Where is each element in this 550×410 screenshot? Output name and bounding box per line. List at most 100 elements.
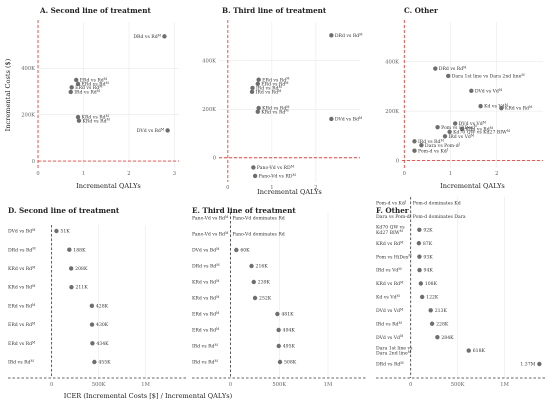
point-label-sup: M <box>505 103 509 107</box>
row-label: IRd vs VdM <box>376 267 402 274</box>
point-label-sup: M <box>278 85 282 89</box>
data-label: KRd vs RdM <box>505 105 533 112</box>
point-label-text: IRd vs Rd <box>418 139 441 145</box>
point-label-text: DVd vs Vd <box>459 121 483 127</box>
data-point <box>478 103 483 109</box>
point-label-text: ERd vs Rd <box>8 322 32 328</box>
row-label: Kd70 QW vs <box>376 225 405 231</box>
point-label-text: KRd vs Rd <box>82 115 106 121</box>
x-tick-label: 1 <box>270 185 273 191</box>
data-point <box>446 73 451 79</box>
point-label-text: IRd vs Rd <box>8 360 31 366</box>
point-label-sup: M <box>216 279 220 283</box>
icer-point <box>249 263 254 269</box>
point-label-sup: M <box>499 88 503 92</box>
point-label-sup: M <box>225 231 229 235</box>
point-label-text: Dara vs Pom-d <box>425 143 459 149</box>
data-label: Kd70 QW vs Kd27 BIWM <box>453 129 511 136</box>
row-label: KRd vs RdM <box>376 281 404 288</box>
panel-e-icer: E. Third line of treatment 0 500K 1M Pano-Vd… <box>192 206 367 388</box>
data-label: IRd vs VdM <box>448 133 474 140</box>
data-point <box>249 89 255 95</box>
point-label-sup: M <box>31 359 35 363</box>
point-label-text: IRd vs Vd <box>448 134 470 140</box>
icer-value-label: 208K <box>75 266 88 272</box>
y-tick-label: 0 <box>396 158 399 164</box>
point-label-sup: M <box>398 267 402 271</box>
point-label-sup: M <box>521 73 525 77</box>
point-label-text: ERd vs Rd <box>192 328 216 334</box>
icer-point <box>417 227 422 233</box>
data-label: Dara vs Pom-dJ <box>425 142 461 149</box>
row-label: DVd vs BdM <box>192 247 220 254</box>
point-label-text: DRd vs Rd <box>439 66 463 72</box>
point-label-text: Pano-Vd vs RD <box>259 174 293 180</box>
icer-point <box>435 334 440 340</box>
icer-point <box>90 341 95 346</box>
icer-value-label: 434K <box>96 341 109 347</box>
icer-point <box>429 321 435 326</box>
point-label-text: DVd vs Vd <box>376 335 400 341</box>
point-label-text: ERd vs Rd <box>8 341 32 347</box>
icer-value-label: 618K <box>473 348 486 354</box>
panel-title: A. Second line of treatment <box>39 6 151 15</box>
point-label-sup: M <box>216 327 220 331</box>
y-tick-label: 200K <box>21 112 35 118</box>
icer-point <box>277 359 283 365</box>
point-label-text: ERd vs Rd <box>262 77 286 83</box>
data-label: DVd vs VdM <box>475 88 503 95</box>
data-point <box>499 105 504 111</box>
point-label-text: Pano-Vd vs Rd <box>192 216 225 222</box>
data-label: ERd vs RdM <box>82 81 110 88</box>
icer-point <box>68 266 74 271</box>
dominance-label: Pano-Vd dominates Rd <box>232 232 284 238</box>
icer-point <box>69 284 74 290</box>
data-label: KRd vs RdM <box>82 114 110 121</box>
x-tick-label: 1M <box>324 382 333 388</box>
data-point <box>435 124 440 130</box>
data-point <box>412 148 417 153</box>
point-label-text: IRd vs Rd <box>74 90 97 96</box>
point-label-text: Pom-d vs Kd <box>418 148 447 154</box>
point-label-sup: M <box>32 228 36 232</box>
point-label-text: ERd vs Rd <box>80 78 104 84</box>
row-label: Pano-Vd vs RdM <box>192 231 229 238</box>
data-label: KRd vs RdM <box>82 118 110 125</box>
data-point <box>329 33 334 38</box>
point-label-sup: M <box>400 307 404 311</box>
point-label-sup: M <box>32 303 36 307</box>
point-label-text: DRd vs Rd <box>8 247 32 253</box>
point-label-text: KRd vs Rd <box>82 118 106 124</box>
x-tick-label: 2 <box>495 171 498 177</box>
point-label-text: DRd vs Rd <box>192 264 216 270</box>
data-point <box>452 121 458 126</box>
panel-a-scatter: A. Second line of treatment 0 1 2 3 0 200K 400K… <box>4 6 179 190</box>
data-point <box>165 128 170 133</box>
icer-value-label: 494K <box>283 328 296 334</box>
data-label: Pano-Vd vs RDM <box>259 173 297 180</box>
icer-value-label: 228K <box>436 321 449 327</box>
point-label-text: Dara 1st line vs Dara 2nd line <box>452 74 522 80</box>
point-label-text: DVd vs Vd <box>475 88 499 94</box>
icer-value-label: 87K <box>423 241 433 247</box>
icer-value-label: 122K <box>426 295 439 301</box>
point-label-sup: M <box>215 343 219 347</box>
icer-point <box>251 279 256 285</box>
point-label-sup: M <box>490 126 494 130</box>
point-label-sup: M <box>32 340 36 344</box>
point-label-text: Kd vs Vd <box>484 104 505 110</box>
data-label: DRd vs RdM <box>335 32 363 39</box>
icer-value-label: 428K <box>96 303 109 309</box>
point-label-text: KRd vs Rd <box>8 285 32 291</box>
point-label-sup: M <box>99 84 103 88</box>
point-label-sup: M <box>471 133 475 137</box>
data-point <box>74 77 79 83</box>
data-point <box>433 66 438 71</box>
icer-value-label: 211K <box>75 285 88 291</box>
point-label-text: DVd vs Bd <box>335 117 359 123</box>
point-label-sup: M <box>399 321 403 325</box>
point-label-text: IRd vs Rd <box>192 360 215 366</box>
x-tick-label: 500K <box>451 382 465 388</box>
row-label: ERd vs RdM <box>8 340 36 347</box>
data-label: IRd vs RdM <box>256 89 283 96</box>
